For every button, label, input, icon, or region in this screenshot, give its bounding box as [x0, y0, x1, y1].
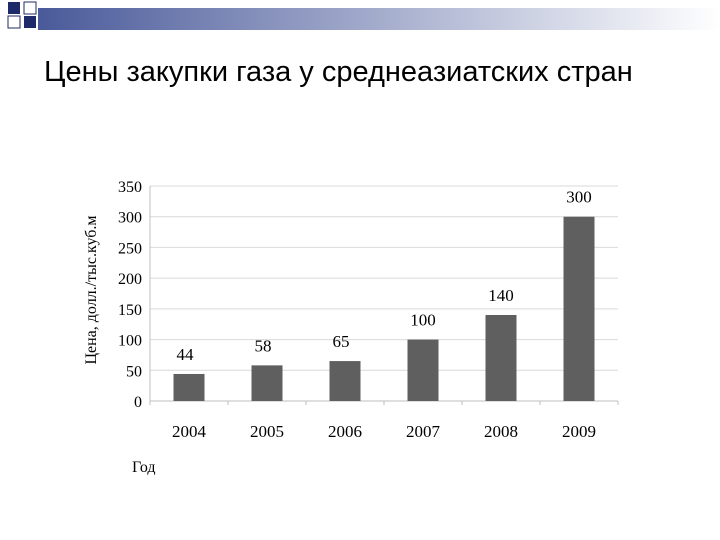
header-square-dark-1	[8, 2, 20, 14]
x-axis-label: Год	[132, 459, 156, 476]
y-axis-tick-labels: 0 50 100 150 200 250 300 350	[118, 179, 142, 411]
bars	[173, 216, 595, 401]
data-label-2008: 140	[488, 286, 514, 305]
y-tick-label: 200	[118, 271, 142, 288]
data-label-2004: 44	[177, 345, 195, 364]
data-labels: 44 58 65 100 140 300	[177, 188, 592, 364]
y-axis-label: Цена, долл./тыс.куб.м	[83, 215, 100, 364]
x-tick-label: 2006	[328, 422, 362, 441]
header-gradient-band	[38, 8, 720, 30]
y-tick-label: 100	[118, 333, 142, 350]
y-tick-label: 300	[118, 210, 142, 227]
x-tick-label: 2008	[484, 422, 518, 441]
bar-2004	[173, 373, 205, 401]
data-label-2009: 300	[566, 188, 592, 207]
data-label-2007: 100	[410, 311, 436, 330]
header-square-dark-2	[24, 16, 36, 28]
header-square-light-1	[23, 1, 37, 15]
y-tick-label: 350	[118, 179, 142, 196]
x-tick-label: 2005	[250, 422, 284, 441]
data-label-2005: 58	[255, 336, 272, 355]
header-square-light-2	[7, 15, 21, 29]
x-axis-tick-labels: 2004 2005 2006 2007 2008 2009	[172, 422, 596, 441]
bar-2005	[251, 365, 283, 401]
data-label-2006: 65	[333, 332, 350, 351]
y-tick-label: 0	[134, 394, 142, 411]
gridlines	[149, 185, 619, 405]
x-tick-label: 2007	[406, 422, 441, 441]
bar-2006	[329, 361, 361, 401]
bar-2008	[485, 315, 517, 401]
x-tick-label: 2009	[562, 422, 596, 441]
slide-title: Цены закупки газа у среднеазиатских стра…	[44, 56, 633, 88]
y-tick-label: 50	[126, 363, 142, 380]
y-tick-label: 150	[118, 302, 142, 319]
y-tick-label: 250	[118, 240, 142, 257]
slide-header-decoration	[7, 1, 720, 30]
x-tick-label: 2004	[172, 422, 207, 441]
bar-2007	[407, 339, 439, 401]
bar-2009	[563, 216, 595, 401]
